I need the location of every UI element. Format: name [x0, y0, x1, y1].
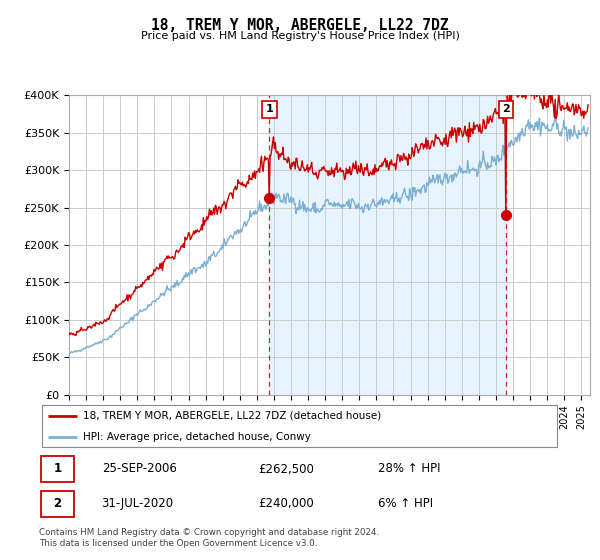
Text: 18, TREM Y MOR, ABERGELE, LL22 7DZ: 18, TREM Y MOR, ABERGELE, LL22 7DZ: [151, 18, 449, 33]
Text: 18, TREM Y MOR, ABERGELE, LL22 7DZ (detached house): 18, TREM Y MOR, ABERGELE, LL22 7DZ (deta…: [83, 410, 382, 421]
Bar: [269, 95, 506, 395]
FancyBboxPatch shape: [41, 491, 74, 517]
Text: 31-JUL-2020: 31-JUL-2020: [101, 497, 174, 510]
FancyBboxPatch shape: [41, 456, 74, 482]
Text: 1: 1: [53, 463, 61, 475]
Text: Contains HM Land Registry data © Crown copyright and database right 2024.
This d: Contains HM Land Registry data © Crown c…: [39, 528, 379, 548]
Text: 2: 2: [53, 497, 61, 510]
Text: 2: 2: [502, 104, 509, 114]
Text: 25-SEP-2006: 25-SEP-2006: [101, 463, 176, 475]
Text: £240,000: £240,000: [258, 497, 314, 510]
Text: Price paid vs. HM Land Registry's House Price Index (HPI): Price paid vs. HM Land Registry's House …: [140, 31, 460, 41]
Text: 6% ↑ HPI: 6% ↑ HPI: [379, 497, 433, 510]
FancyBboxPatch shape: [41, 405, 557, 447]
Text: 1: 1: [265, 104, 273, 114]
Text: 28% ↑ HPI: 28% ↑ HPI: [379, 463, 441, 475]
Text: £262,500: £262,500: [258, 463, 314, 475]
Text: HPI: Average price, detached house, Conwy: HPI: Average price, detached house, Conw…: [83, 432, 311, 442]
